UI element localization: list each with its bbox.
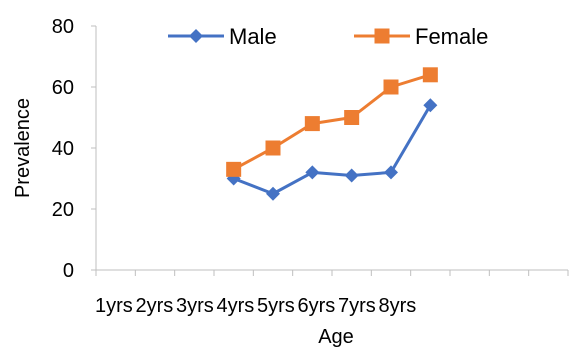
data-point-male [305, 165, 320, 180]
legend-marker [374, 28, 390, 44]
x-tick-label: 5yrs [257, 295, 295, 317]
x-tick-label: 4yrs [217, 295, 255, 317]
data-point-male [423, 98, 438, 113]
data-point-male [266, 186, 280, 201]
x-tick-label: 1yrs [95, 295, 133, 317]
data-point-male [344, 168, 359, 183]
y-tick-label: 80 [52, 16, 74, 38]
legend-item-male: Male [168, 24, 277, 49]
series-layer [226, 67, 438, 201]
y-tick-label: 60 [52, 77, 74, 99]
data-point-male [384, 165, 398, 180]
y-axis-title: Prevalence [12, 98, 34, 198]
y-tick-label: 20 [52, 199, 74, 221]
data-point-female [226, 161, 242, 177]
x-tick-label: 6yrs [298, 295, 336, 317]
legend-label: Male [229, 24, 277, 49]
series-line-male [233, 104, 432, 196]
x-tick-label: 2yrs [136, 295, 174, 317]
legend-label: Female [415, 24, 488, 49]
x-tick-label: 3yrs [176, 295, 214, 317]
axes-layer: 0 20 40 60 80 1yrs 2yrs 3yrs 4yrs 5yrs 6yrs 7yrs 8yr… [52, 16, 569, 317]
x-tick-label: 7yrs [338, 295, 376, 317]
series-male [226, 98, 438, 201]
data-point-female [422, 67, 438, 83]
data-point-female [265, 140, 281, 156]
data-point-female [383, 79, 399, 95]
legend: Male Female [168, 24, 488, 49]
x-axis-title: Age [318, 326, 354, 347]
x-tick-label: 8yrs [379, 295, 417, 317]
series-female [226, 67, 438, 177]
y-tick-label: 0 [63, 260, 74, 282]
legend-item-female: Female [354, 24, 488, 49]
data-point-female [304, 116, 320, 132]
y-tick-label: 40 [52, 138, 74, 160]
data-point-female [344, 110, 360, 125]
legend-marker [189, 29, 203, 43]
